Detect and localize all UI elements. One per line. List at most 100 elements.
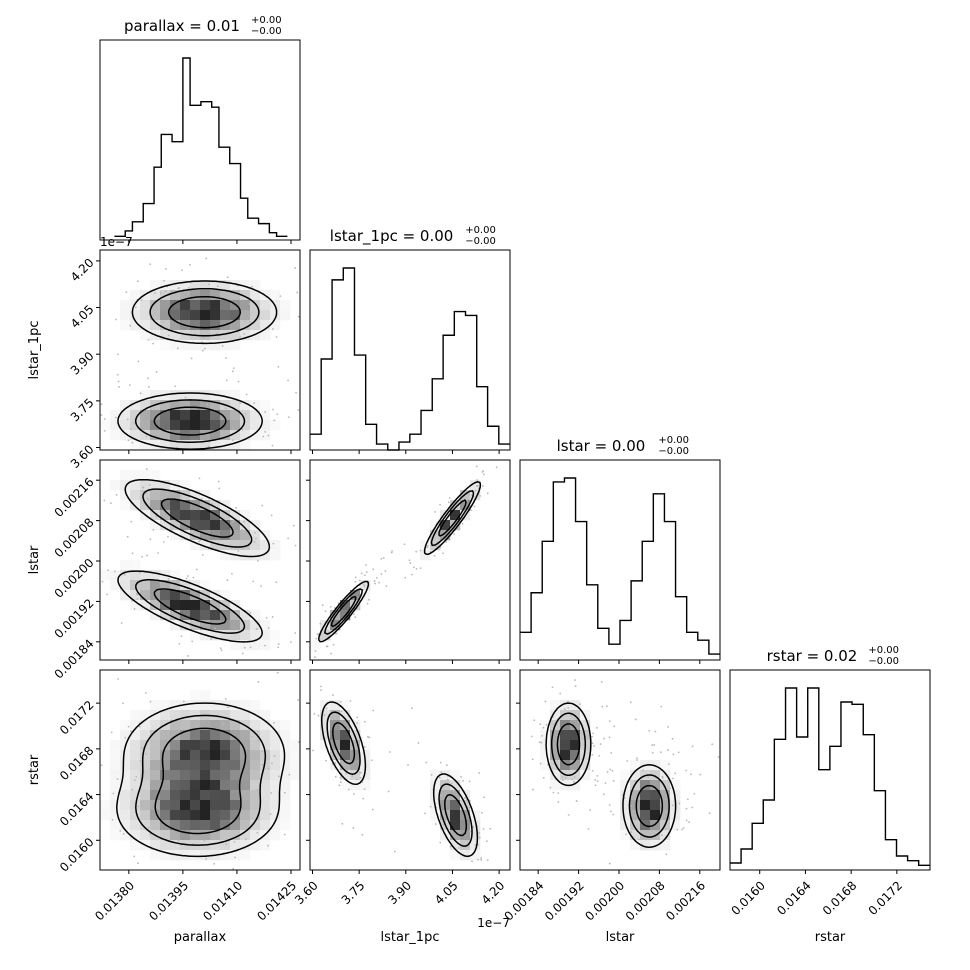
rstar-vs-parallax-density-cell [240, 770, 251, 781]
lstar1pc-vs-parallax-density-cell [260, 430, 271, 441]
rstar-vs-parallax-density-cell [210, 800, 221, 811]
lstar-vs-parallax-density-cell [220, 550, 231, 561]
rstar-vs-lstar-point [688, 821, 691, 824]
rstar-vs-lstar1pc-point [452, 789, 455, 792]
lstar-vs-lstar1pc-point [426, 546, 429, 549]
rstar-bin [885, 840, 896, 870]
rstar-vs-lstar1pc-density-cell [450, 820, 461, 831]
rstar-vs-lstar1pc-density-cell [430, 790, 441, 801]
parallax-bin [143, 204, 154, 240]
lstar-vs-parallax-point [198, 477, 201, 480]
parallax-bin [259, 224, 270, 240]
rstar-vs-parallax-point [177, 839, 180, 842]
rstar-vs-lstar-density-cell [660, 810, 671, 821]
lstar-bin [676, 597, 687, 660]
rstar-vs-parallax-density-cell [190, 790, 201, 801]
rstar-vs-parallax-density-cell [220, 750, 231, 761]
rstar-vs-lstar-density [540, 700, 681, 851]
lstar1pc-vs-parallax-density-cell [220, 330, 231, 341]
lstar-vs-parallax-density-cell [180, 530, 191, 541]
rstar-vs-parallax-density-cell [240, 730, 251, 741]
lstar-vs-parallax-density-cell [240, 510, 251, 521]
rstar-vs-lstar-point [691, 745, 694, 748]
rstar-vs-parallax-density-cell [170, 710, 181, 721]
rstar-vs-lstar1pc-point [372, 709, 375, 712]
rstar-vs-parallax-density-cell [150, 770, 161, 781]
lstar-vs-lstar1pc-point [409, 562, 412, 564]
lstar1pc-vs-parallax-density-cell [190, 390, 201, 401]
lstar-vs-parallax-point [264, 644, 266, 647]
rstar-vs-lstar1pc-point [424, 812, 426, 815]
rstar-vs-parallax-density-cell [230, 740, 241, 751]
rstar-vs-parallax-density-cell [240, 810, 251, 821]
panel-lstar-vs-lstar1pc [309, 459, 511, 661]
p30-ytick-label: 0.0168 [57, 744, 97, 784]
rstar-vs-lstar-density-cell [580, 750, 591, 761]
rstar-vs-parallax-density-cell [210, 760, 221, 771]
rstar-vs-parallax-density-cell [200, 690, 211, 701]
lstar1pc-bin [410, 434, 421, 450]
lstar-vs-lstar1pc-point [390, 551, 393, 554]
lstar1pc-vs-parallax-density-cell [230, 430, 241, 441]
lstar1pc-vs-parallax-point [165, 267, 167, 270]
p20-ytick-label: 0.00192 [52, 596, 97, 641]
lstar-vs-parallax-density-cell [230, 540, 241, 551]
lstar1pc-vs-parallax-point [295, 391, 297, 394]
lstar1pc-vs-parallax-point [275, 336, 278, 338]
lstar1pc-vs-parallax-density-cell [190, 420, 201, 431]
panel-parallax [99, 39, 301, 241]
rstar-vs-lstar-point [613, 725, 616, 728]
lstar-vs-lstar1pc-point [442, 552, 444, 555]
rstar-vs-parallax-density-cell [230, 840, 241, 851]
rstar-vs-parallax-point [278, 775, 280, 778]
lstar-vs-lstar1pc-density-cell [350, 590, 361, 601]
lstar1pc-vs-parallax-density-cell [200, 410, 211, 421]
lstar-vs-parallax-density-cell [250, 610, 261, 621]
rstar-vs-lstar1pc-point [439, 841, 442, 844]
lstar-vs-parallax-point [180, 495, 182, 497]
rstar-vs-parallax-density-cell [280, 800, 291, 811]
rstar-vs-parallax-density-cell [110, 780, 121, 791]
rstar-vs-lstar-point [608, 804, 611, 806]
lstar-vs-parallax-point [200, 497, 203, 500]
lstar-vs-parallax-density-cell [190, 490, 201, 501]
rstar-vs-lstar1pc-density-cell [350, 750, 361, 761]
rstar-vs-lstar1pc-point [351, 775, 354, 777]
rstar-vs-parallax-density-cell [260, 790, 271, 801]
lstar-vs-parallax-density-cell [230, 620, 241, 631]
lstar-vs-parallax-point [145, 468, 148, 471]
lstar-vs-parallax-density-cell [150, 600, 161, 611]
rstar-vs-lstar-point [559, 692, 562, 695]
rstar-vs-lstar-density-cell [570, 730, 581, 741]
rstar-vs-parallax-density-cell [230, 750, 241, 761]
lstar-vs-parallax-density-cell [170, 600, 181, 611]
lstar-vs-lstar1pc-point [315, 637, 318, 640]
rstar-vs-parallax-point [261, 750, 263, 753]
lstar-vs-parallax-point [187, 575, 189, 577]
lstar-vs-parallax-density-cell [260, 630, 271, 641]
rstar-vs-lstar-density-cell [620, 820, 631, 831]
rstar-vs-parallax-density-cell [170, 830, 181, 841]
rstar-vs-parallax-point [232, 867, 234, 870]
rstar-bin [874, 791, 885, 870]
rstar-vs-parallax-density-cell [130, 760, 141, 771]
lstar1pc-vs-parallax-density-cell [200, 420, 211, 431]
lstar-vs-parallax-density-cell [150, 510, 161, 521]
lstar1pc-vs-parallax-density-cell [110, 420, 121, 431]
rstar-vs-lstar1pc-point [478, 772, 481, 774]
lstar-vs-lstar1pc-points [314, 465, 498, 659]
rstar-vs-lstar-point [678, 802, 681, 805]
rstar-vs-lstar1pc-point [362, 797, 365, 800]
rstar-vs-parallax-density-cell [260, 740, 271, 751]
lstar1pc-vs-parallax-density-cell [200, 440, 211, 451]
lstar1pc-vs-parallax-point [126, 418, 129, 421]
rstar-vs-lstar1pc-point [325, 707, 328, 710]
lstar1pc-vs-parallax-density-cell [200, 310, 211, 321]
p32-xtick-label: 0.00208 [623, 878, 668, 923]
rstar-bin [841, 702, 852, 870]
lstar1pc-vs-parallax-point [176, 347, 179, 350]
lstar-vs-parallax-density-cell [190, 520, 201, 531]
rstar-vs-parallax-density-cell [270, 830, 281, 841]
rstar-vs-lstar-point [594, 784, 597, 787]
rstar-vs-lstar1pc-point [439, 761, 442, 764]
